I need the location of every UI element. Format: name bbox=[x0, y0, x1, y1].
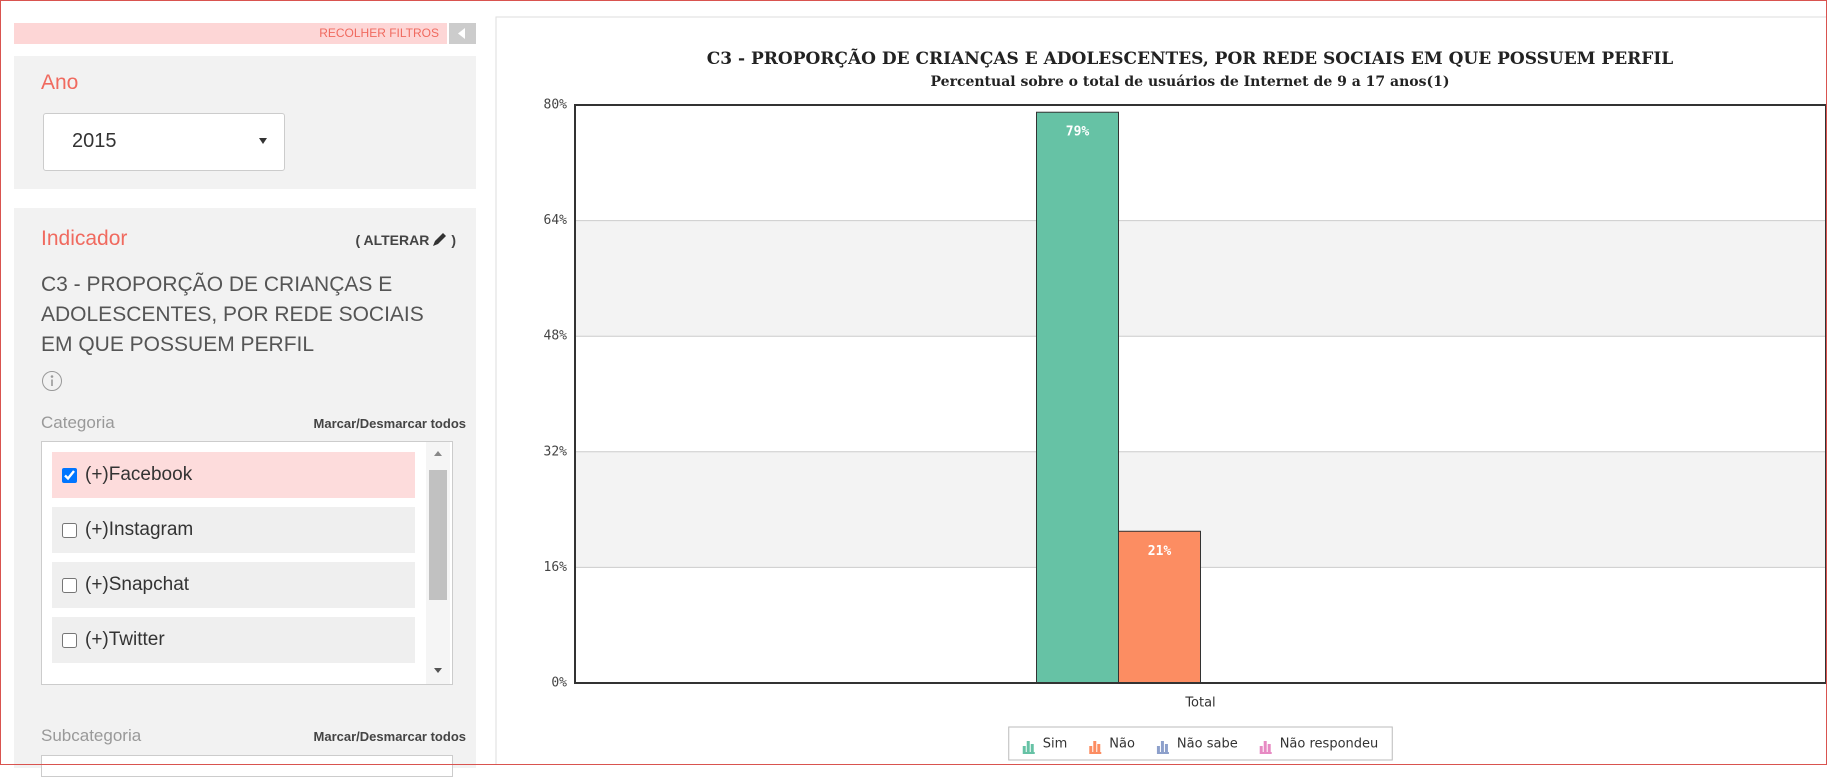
change-link[interactable]: ( ALTERAR ) bbox=[355, 232, 456, 248]
legend-icon-base bbox=[1156, 752, 1169, 754]
indicator-text: C3 - PROPORÇÃO DE CRIANÇAS E ADOLESCENTE… bbox=[41, 273, 424, 356]
legend-icon bbox=[1164, 744, 1168, 752]
chart-title: C3 - PROPORÇÃO DE CRIANÇAS E ADOLESCENTE… bbox=[707, 47, 1674, 69]
subcategory-label: Subcategoria bbox=[41, 726, 142, 745]
legend-icon bbox=[1097, 744, 1101, 752]
legend-icon bbox=[1259, 746, 1263, 752]
y-tick-label: 64% bbox=[544, 213, 568, 228]
y-tick-label: 32% bbox=[544, 444, 568, 459]
legend-icon-base bbox=[1089, 752, 1102, 754]
legend-icon-base bbox=[1259, 752, 1272, 754]
legend-box bbox=[1008, 726, 1393, 761]
collapse-icon bbox=[458, 28, 465, 39]
legend-label: Não respondeu bbox=[1280, 737, 1379, 752]
bar bbox=[1036, 111, 1119, 684]
checkbox[interactable] bbox=[62, 522, 77, 538]
collapse-bar[interactable]: RECOLHER FILTROS bbox=[14, 23, 447, 44]
legend-icon bbox=[1030, 744, 1034, 752]
legend-icon bbox=[1022, 746, 1026, 752]
category-list: (+)Facebook (+)Instagram (+)Snapchat (+)Twi… bbox=[41, 441, 453, 685]
change-open: ( ALTERAR bbox=[355, 232, 430, 248]
y-tick-label: 80% bbox=[544, 98, 568, 113]
change-close: ) bbox=[451, 232, 456, 248]
indicator-label: Indicador bbox=[41, 227, 128, 250]
data-label: 79% bbox=[1066, 125, 1090, 140]
category-item[interactable]: (+)Instagram bbox=[52, 507, 415, 553]
info-icon[interactable] bbox=[41, 370, 63, 392]
scrollbar-graphic bbox=[429, 451, 447, 673]
legend-label: Não bbox=[1109, 737, 1135, 752]
legend-icon bbox=[1160, 741, 1164, 752]
category-label: Categoria bbox=[41, 413, 115, 432]
year-label: Ano bbox=[41, 71, 79, 94]
legend-icon bbox=[1267, 744, 1271, 752]
category-name: (+)Twitter bbox=[85, 629, 165, 650]
checkbox[interactable] bbox=[62, 632, 77, 648]
x-tick-label: Total bbox=[1184, 696, 1215, 711]
year-select[interactable]: 2015 bbox=[43, 113, 285, 171]
bar bbox=[1118, 530, 1201, 684]
category-item[interactable]: (+)Twitter bbox=[52, 617, 415, 663]
y-tick-label: 48% bbox=[544, 329, 568, 344]
category-name: (+)Instagram bbox=[85, 519, 194, 540]
legend-icon bbox=[1263, 741, 1267, 752]
chart-subtitle: Percentual sobre o total de usuários de … bbox=[931, 74, 1450, 90]
pencil-icon bbox=[433, 233, 447, 246]
year-value: 2015 bbox=[72, 130, 117, 152]
grid-band bbox=[575, 220, 1826, 337]
subcategory-toggle-all[interactable]: Marcar/Desmarcar todos bbox=[313, 729, 466, 744]
dropdown-arrow bbox=[259, 138, 267, 144]
legend-item: Não bbox=[1089, 737, 1135, 754]
legend-label: Sim bbox=[1043, 737, 1068, 752]
year-panel: Ano 2015 bbox=[14, 56, 476, 189]
legend-icon bbox=[1026, 741, 1030, 752]
scrollbar[interactable] bbox=[426, 442, 450, 684]
category-item[interactable]: (+)Facebook bbox=[52, 452, 415, 498]
collapse-label[interactable]: RECOLHER FILTROS bbox=[319, 26, 439, 40]
legend-icon bbox=[1093, 741, 1097, 752]
checkbox[interactable] bbox=[62, 577, 77, 593]
checkbox[interactable] bbox=[62, 467, 77, 483]
y-tick-label: 16% bbox=[544, 560, 568, 575]
toggle-all[interactable]: Marcar/Desmarcar todos bbox=[313, 416, 466, 431]
y-tick-label: 0% bbox=[551, 676, 567, 691]
legend-icon bbox=[1089, 746, 1093, 752]
legend-icon bbox=[1156, 746, 1160, 752]
indicator-panel: Indicador ( ALTERAR ) C3 - PROPORÇÃO DE … bbox=[14, 208, 476, 777]
legend: Sim Não Não sabe Não respondeu bbox=[1008, 726, 1393, 761]
legend-label: Não sabe bbox=[1177, 737, 1238, 752]
data-label: 21% bbox=[1148, 544, 1172, 559]
legend-item: Não sabe bbox=[1156, 737, 1238, 754]
collapse-button[interactable] bbox=[449, 23, 476, 44]
category-item[interactable]: (+)Snapchat bbox=[52, 562, 415, 608]
category-name: (+)Snapchat bbox=[85, 574, 190, 595]
legend-item: Não respondeu bbox=[1259, 737, 1379, 754]
category-name: (+)Facebook bbox=[85, 464, 193, 485]
legend-item: Sim bbox=[1022, 737, 1068, 754]
subcategory-list bbox=[41, 755, 453, 777]
legend-icon-base bbox=[1022, 752, 1035, 754]
